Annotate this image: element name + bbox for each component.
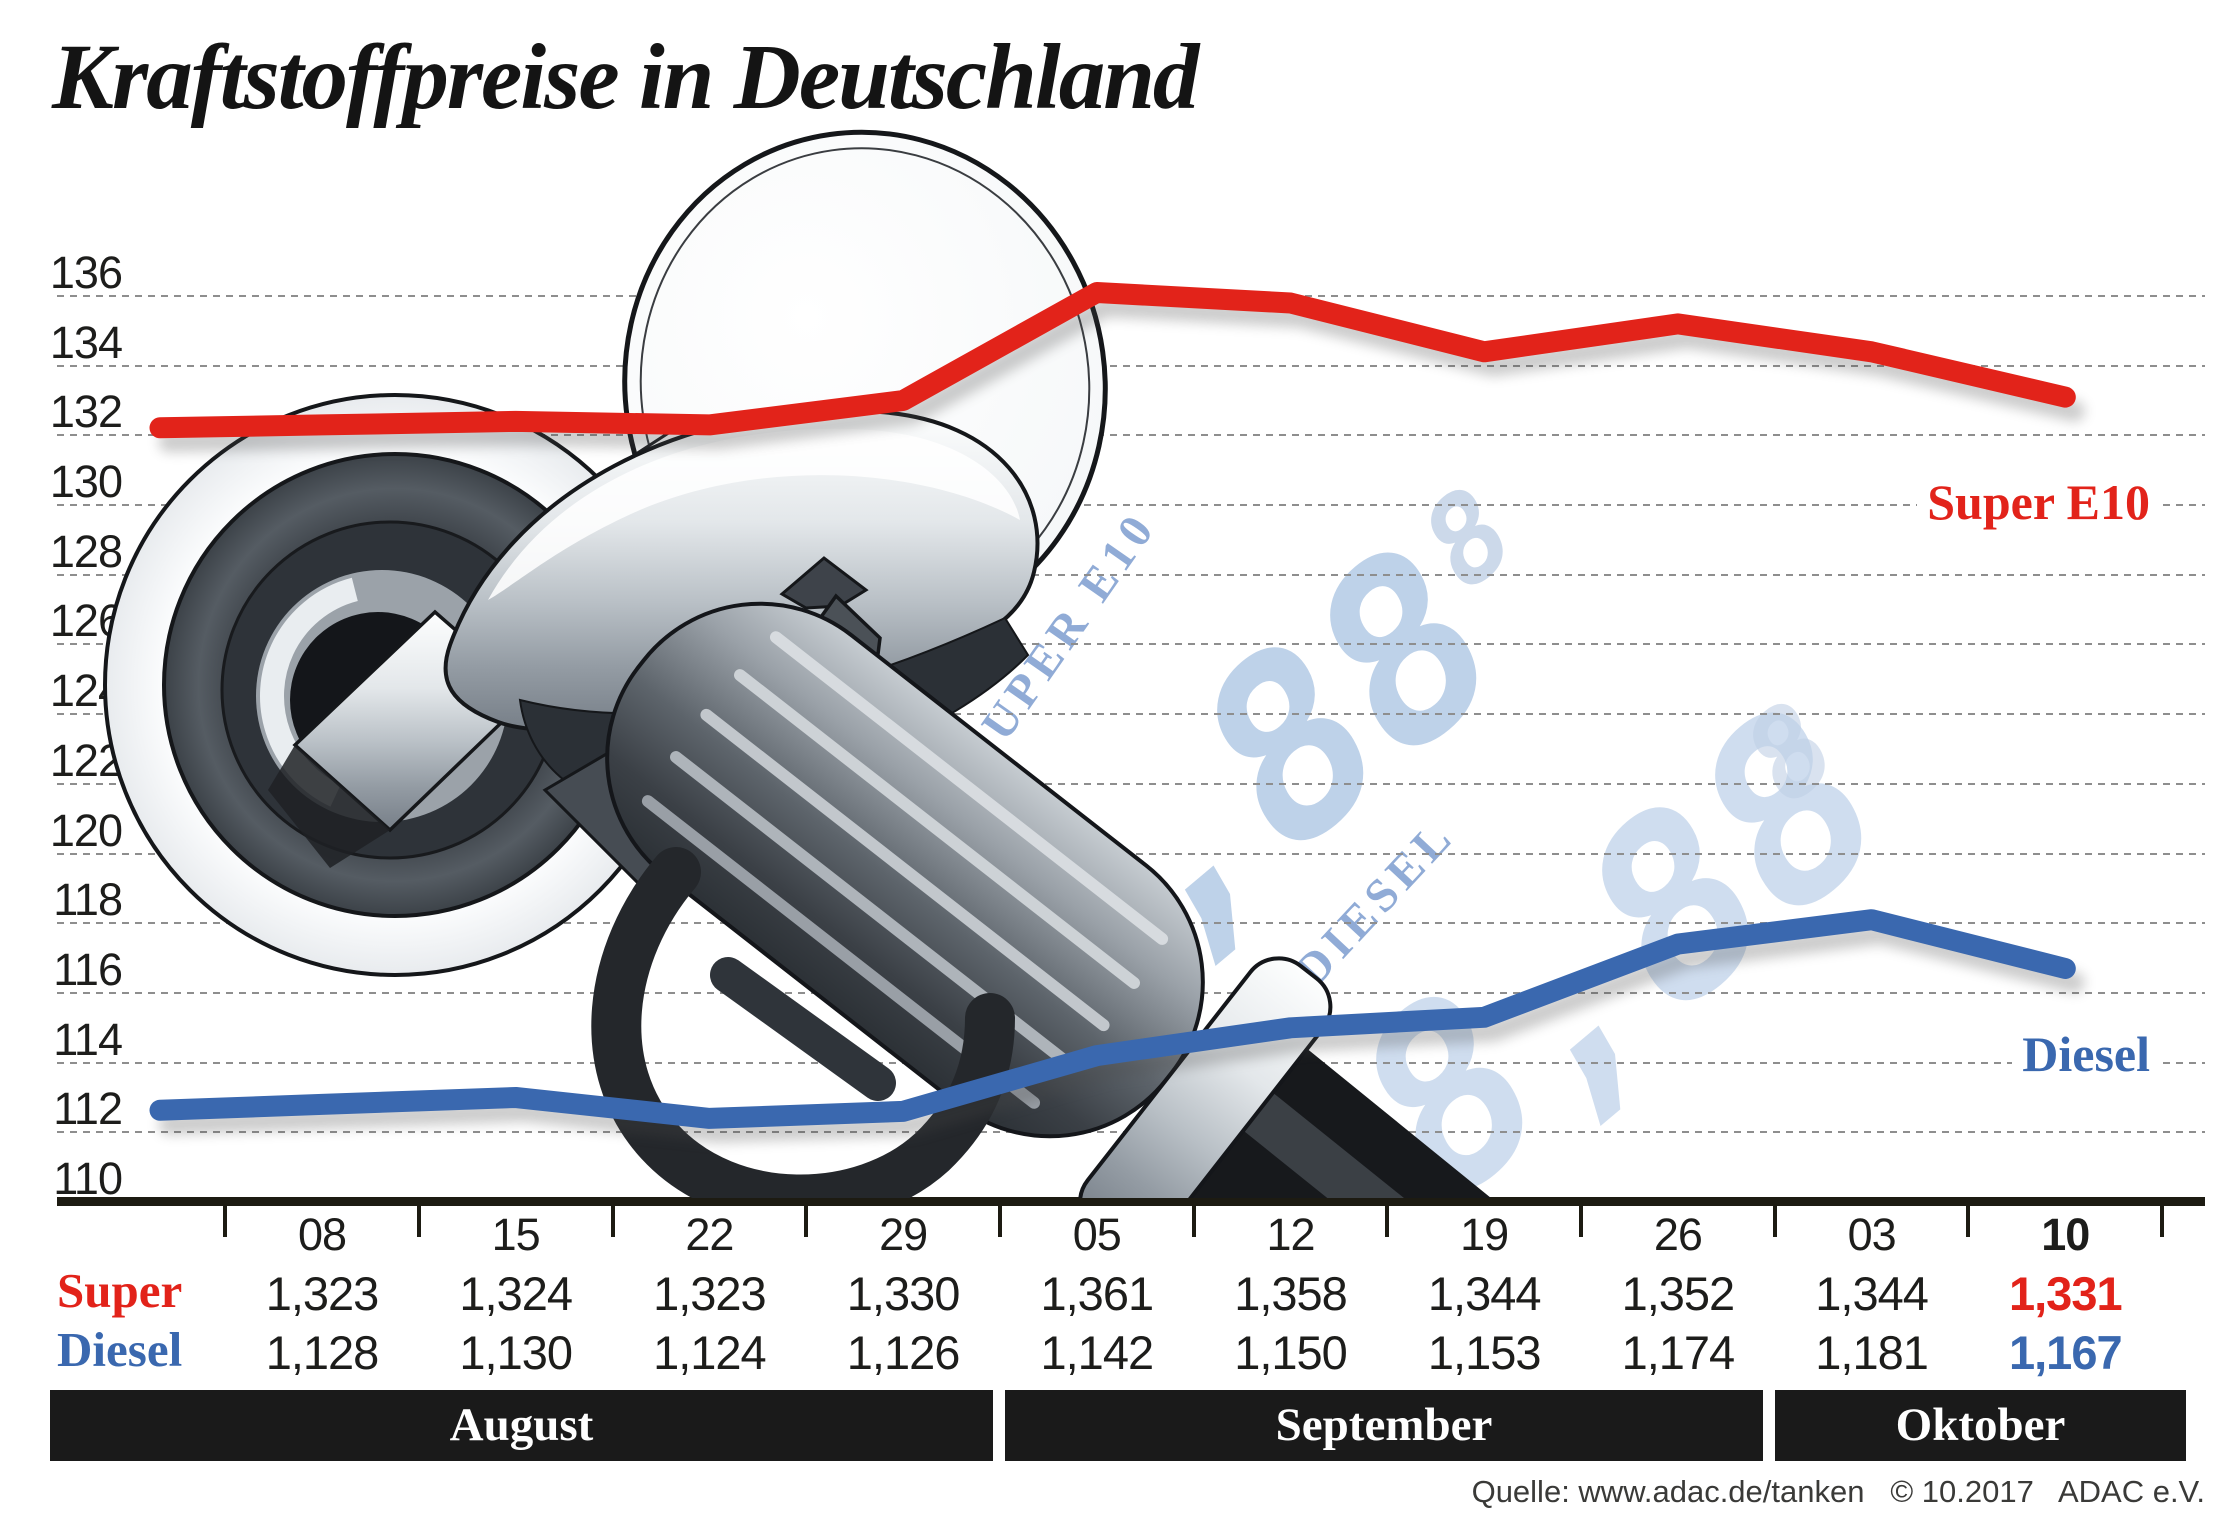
- table-cell-super-4: 1,361: [1040, 1267, 1154, 1320]
- gridline-132: [57, 434, 2205, 437]
- gridline-128: [57, 573, 2205, 576]
- month-band-september: September: [1005, 1390, 1763, 1461]
- y-axis-label-136: 136: [49, 247, 123, 298]
- x-axis-tick-5: [1191, 1206, 1196, 1237]
- x-axis-tick-0: [223, 1206, 228, 1237]
- page-title: Kraftstoffpreise in Deutschland: [52, 26, 1199, 129]
- month-band-oktober: Oktober: [1775, 1390, 2186, 1461]
- x-axis-tick-10: [2160, 1206, 2165, 1237]
- table-cell-super-5: 1,358: [1234, 1267, 1348, 1320]
- source-credit: Quelle: www.adac.de/tanken © 10.2017 ADA…: [1471, 1474, 2205, 1509]
- y-axis-label-110: 110: [53, 1153, 123, 1204]
- table-cell-super-6: 1,344: [1427, 1267, 1542, 1320]
- x-axis-tick-7: [1579, 1206, 1584, 1237]
- table-cell-super-2: 1,323: [653, 1267, 767, 1320]
- table-cell-diesel-0: 1,128: [265, 1326, 380, 1379]
- x-axis-line: [57, 1197, 2205, 1206]
- gridline-126: [57, 643, 2205, 646]
- y-axis-label-124: 124: [49, 665, 123, 717]
- gridline-136: [57, 295, 2205, 297]
- table-cell-super-1: 1,324: [459, 1267, 573, 1320]
- gridline-124: [57, 713, 2205, 716]
- table-cell-diesel-4: 1,142: [1040, 1326, 1154, 1379]
- table-cell-diesel-3: 1,126: [846, 1326, 961, 1379]
- gridline-122: [57, 782, 2205, 785]
- y-axis-label-118: 118: [53, 874, 123, 926]
- gridline-118: [57, 922, 2205, 925]
- table-cell-diesel-5: 1,150: [1234, 1326, 1348, 1379]
- legend-diesel: Diesel: [2012, 1023, 2160, 1085]
- table-cell-super-0: 1,323: [265, 1267, 380, 1320]
- y-axis-label-114: 114: [53, 1013, 123, 1065]
- table-row-label-diesel: Diesel: [57, 1322, 183, 1377]
- gridline-130: [57, 504, 2205, 507]
- date-label-26: 26: [1653, 1209, 1703, 1260]
- table-cell-super-3: 1,330: [846, 1267, 961, 1320]
- table-cell-diesel-2: 1,124: [653, 1326, 767, 1379]
- date-label-19: 19: [1460, 1209, 1509, 1260]
- month-band-august: August: [50, 1390, 993, 1461]
- date-label-08: 08: [297, 1209, 347, 1260]
- gridline-114: [57, 1061, 2205, 1064]
- table-cell-diesel-6: 1,153: [1427, 1326, 1542, 1379]
- y-axis-label-116: 116: [53, 943, 123, 995]
- date-label-12: 12: [1266, 1209, 1315, 1260]
- table-cell-diesel-7: 1,174: [1621, 1326, 1736, 1379]
- gridline-112: [57, 1131, 2205, 1134]
- date-label-22: 22: [685, 1209, 734, 1260]
- date-label-10: 10: [2041, 1209, 2090, 1260]
- table-row-label-super: Super: [57, 1263, 183, 1318]
- x-axis-tick-9: [1966, 1206, 1971, 1237]
- x-axis-tick-1: [416, 1206, 421, 1237]
- date-label-15: 15: [491, 1209, 541, 1260]
- legend-super-e10: Super E10: [1917, 471, 2160, 533]
- table-cell-super-7: 1,352: [1621, 1267, 1736, 1320]
- date-label-29: 29: [879, 1209, 928, 1260]
- x-axis-tick-4: [997, 1206, 1002, 1237]
- x-axis-tick-6: [1385, 1206, 1390, 1237]
- y-axis-label-128: 128: [49, 525, 123, 577]
- y-axis-label-126: 126: [49, 595, 123, 647]
- gridline-134: [57, 364, 2205, 367]
- table-cell-diesel-8: 1,181: [1815, 1326, 1929, 1379]
- gridline-116: [57, 991, 2205, 994]
- y-axis-label-112: 112: [53, 1083, 123, 1135]
- x-axis-tick-8: [1772, 1206, 1777, 1237]
- y-axis-label-134: 134: [49, 316, 123, 368]
- gridline-120: [57, 852, 2205, 855]
- y-axis-label-130: 130: [49, 456, 123, 508]
- date-label-03: 03: [1847, 1209, 1897, 1260]
- y-axis-label-132: 132: [49, 386, 123, 438]
- table-cell-diesel-1: 1,130: [459, 1326, 573, 1379]
- y-axis-label-120: 120: [49, 804, 123, 856]
- x-axis-tick-3: [804, 1206, 809, 1237]
- y-axis-label-122: 122: [49, 734, 123, 786]
- table-cell-super-8: 1,344: [1815, 1267, 1929, 1320]
- date-label-05: 05: [1072, 1209, 1122, 1260]
- table-cell-super-9: 1,331: [2008, 1267, 2123, 1320]
- table-cell-diesel-9: 1,167: [2008, 1326, 2123, 1379]
- x-axis-tick-2: [610, 1206, 615, 1237]
